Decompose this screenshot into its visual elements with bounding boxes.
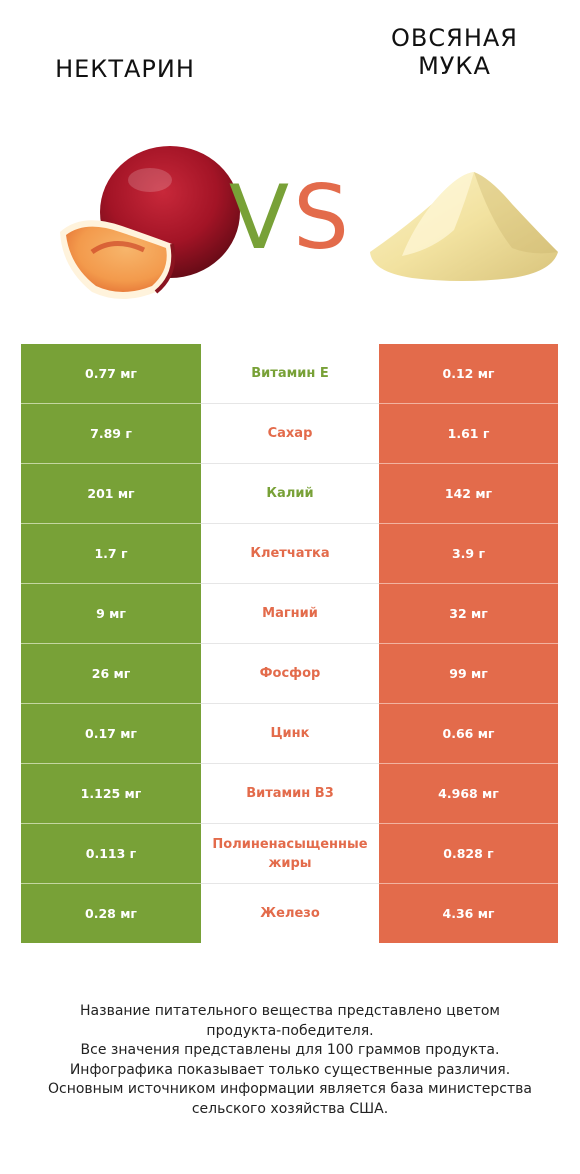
nutrient-name-cell: Железо (201, 883, 379, 943)
footer-line: Все значения представлены для 100 граммо… (80, 1042, 500, 1058)
footer-line: Инфографика показывает только существенн… (69, 1061, 511, 1078)
left-value-cell: 1.125 мг (21, 763, 201, 824)
footer-line: продукта-победителя. (206, 1022, 374, 1039)
comparison-row: 0.113 г Полиненасыщенные жиры 0.828 г (21, 823, 558, 884)
nutrient-name-cell: Полиненасыщенные жиры (201, 823, 379, 884)
comparison-row: 0.77 мг Витамин E 0.12 мг (21, 344, 558, 404)
nutrient-name-cell: Магний (201, 583, 379, 644)
nutrient-name-cell: Витамин E (201, 344, 379, 404)
nectarine-image (52, 140, 242, 305)
right-product-title: ОВСЯНАЯ МУКА (372, 24, 537, 80)
right-value-cell: 0.12 мг (379, 344, 558, 404)
left-product-title: НЕКТАРИН (55, 55, 195, 83)
vs-label: V S (225, 160, 355, 269)
vs-s-letter: S (293, 166, 349, 260)
comparison-table: 0.77 мг Витамин E 0.12 мг 7.89 г Сахар 1.61 г… (21, 344, 558, 943)
right-value-cell: 4.968 мг (379, 763, 558, 824)
left-value-cell: 1.7 г (21, 523, 201, 584)
left-value-cell: 26 мг (21, 643, 201, 704)
right-value-cell: 142 мг (379, 463, 558, 524)
vs-v-letter: V (229, 166, 289, 260)
right-value-cell: 3.9 г (379, 523, 558, 584)
nutrient-name-cell: Клетчатка (201, 523, 379, 584)
oat-flour-image (362, 160, 562, 290)
nutrient-name-cell: Сахар (201, 403, 379, 464)
left-value-cell: 0.77 мг (21, 344, 201, 404)
comparison-row: 9 мг Магний 32 мг (21, 583, 558, 644)
comparison-row: 7.89 г Сахар 1.61 г (21, 403, 558, 464)
right-value-cell: 99 мг (379, 643, 558, 704)
left-value-cell: 7.89 г (21, 403, 201, 464)
right-title-line2: МУКА (418, 52, 491, 80)
comparison-row: 0.17 мг Цинк 0.66 мг (21, 703, 558, 764)
right-value-cell: 0.66 мг (379, 703, 558, 764)
right-value-cell: 1.61 г (379, 403, 558, 464)
right-value-cell: 32 мг (379, 583, 558, 644)
footer-line: Название питательного вещества представл… (80, 1003, 500, 1019)
left-value-cell: 0.17 мг (21, 703, 201, 764)
left-value-cell: 0.113 г (21, 823, 201, 884)
comparison-row: 1.7 г Клетчатка 3.9 г (21, 523, 558, 584)
footer-note: Название питательного вещества представл… (20, 1002, 560, 1119)
footer-line: сельского хозяйства США. (191, 1100, 389, 1117)
nutrient-name-cell: Витамин B3 (201, 763, 379, 824)
nutrient-name-cell: Фосфор (201, 643, 379, 704)
comparison-row: 0.28 мг Железо 4.36 мг (21, 883, 558, 943)
right-value-cell: 4.36 мг (379, 883, 558, 943)
nutrient-name-cell: Цинк (201, 703, 379, 764)
left-value-cell: 9 мг (21, 583, 201, 644)
comparison-row: 26 мг Фосфор 99 мг (21, 643, 558, 704)
nutrient-name-cell: Калий (201, 463, 379, 524)
right-title-line1: ОВСЯНАЯ (391, 24, 518, 52)
footer-line: Основным источником информации является … (48, 1081, 532, 1097)
left-value-cell: 0.28 мг (21, 883, 201, 943)
right-value-cell: 0.828 г (379, 823, 558, 884)
comparison-row: 201 мг Калий 142 мг (21, 463, 558, 524)
comparison-row: 1.125 мг Витамин B3 4.968 мг (21, 763, 558, 824)
left-value-cell: 201 мг (21, 463, 201, 524)
